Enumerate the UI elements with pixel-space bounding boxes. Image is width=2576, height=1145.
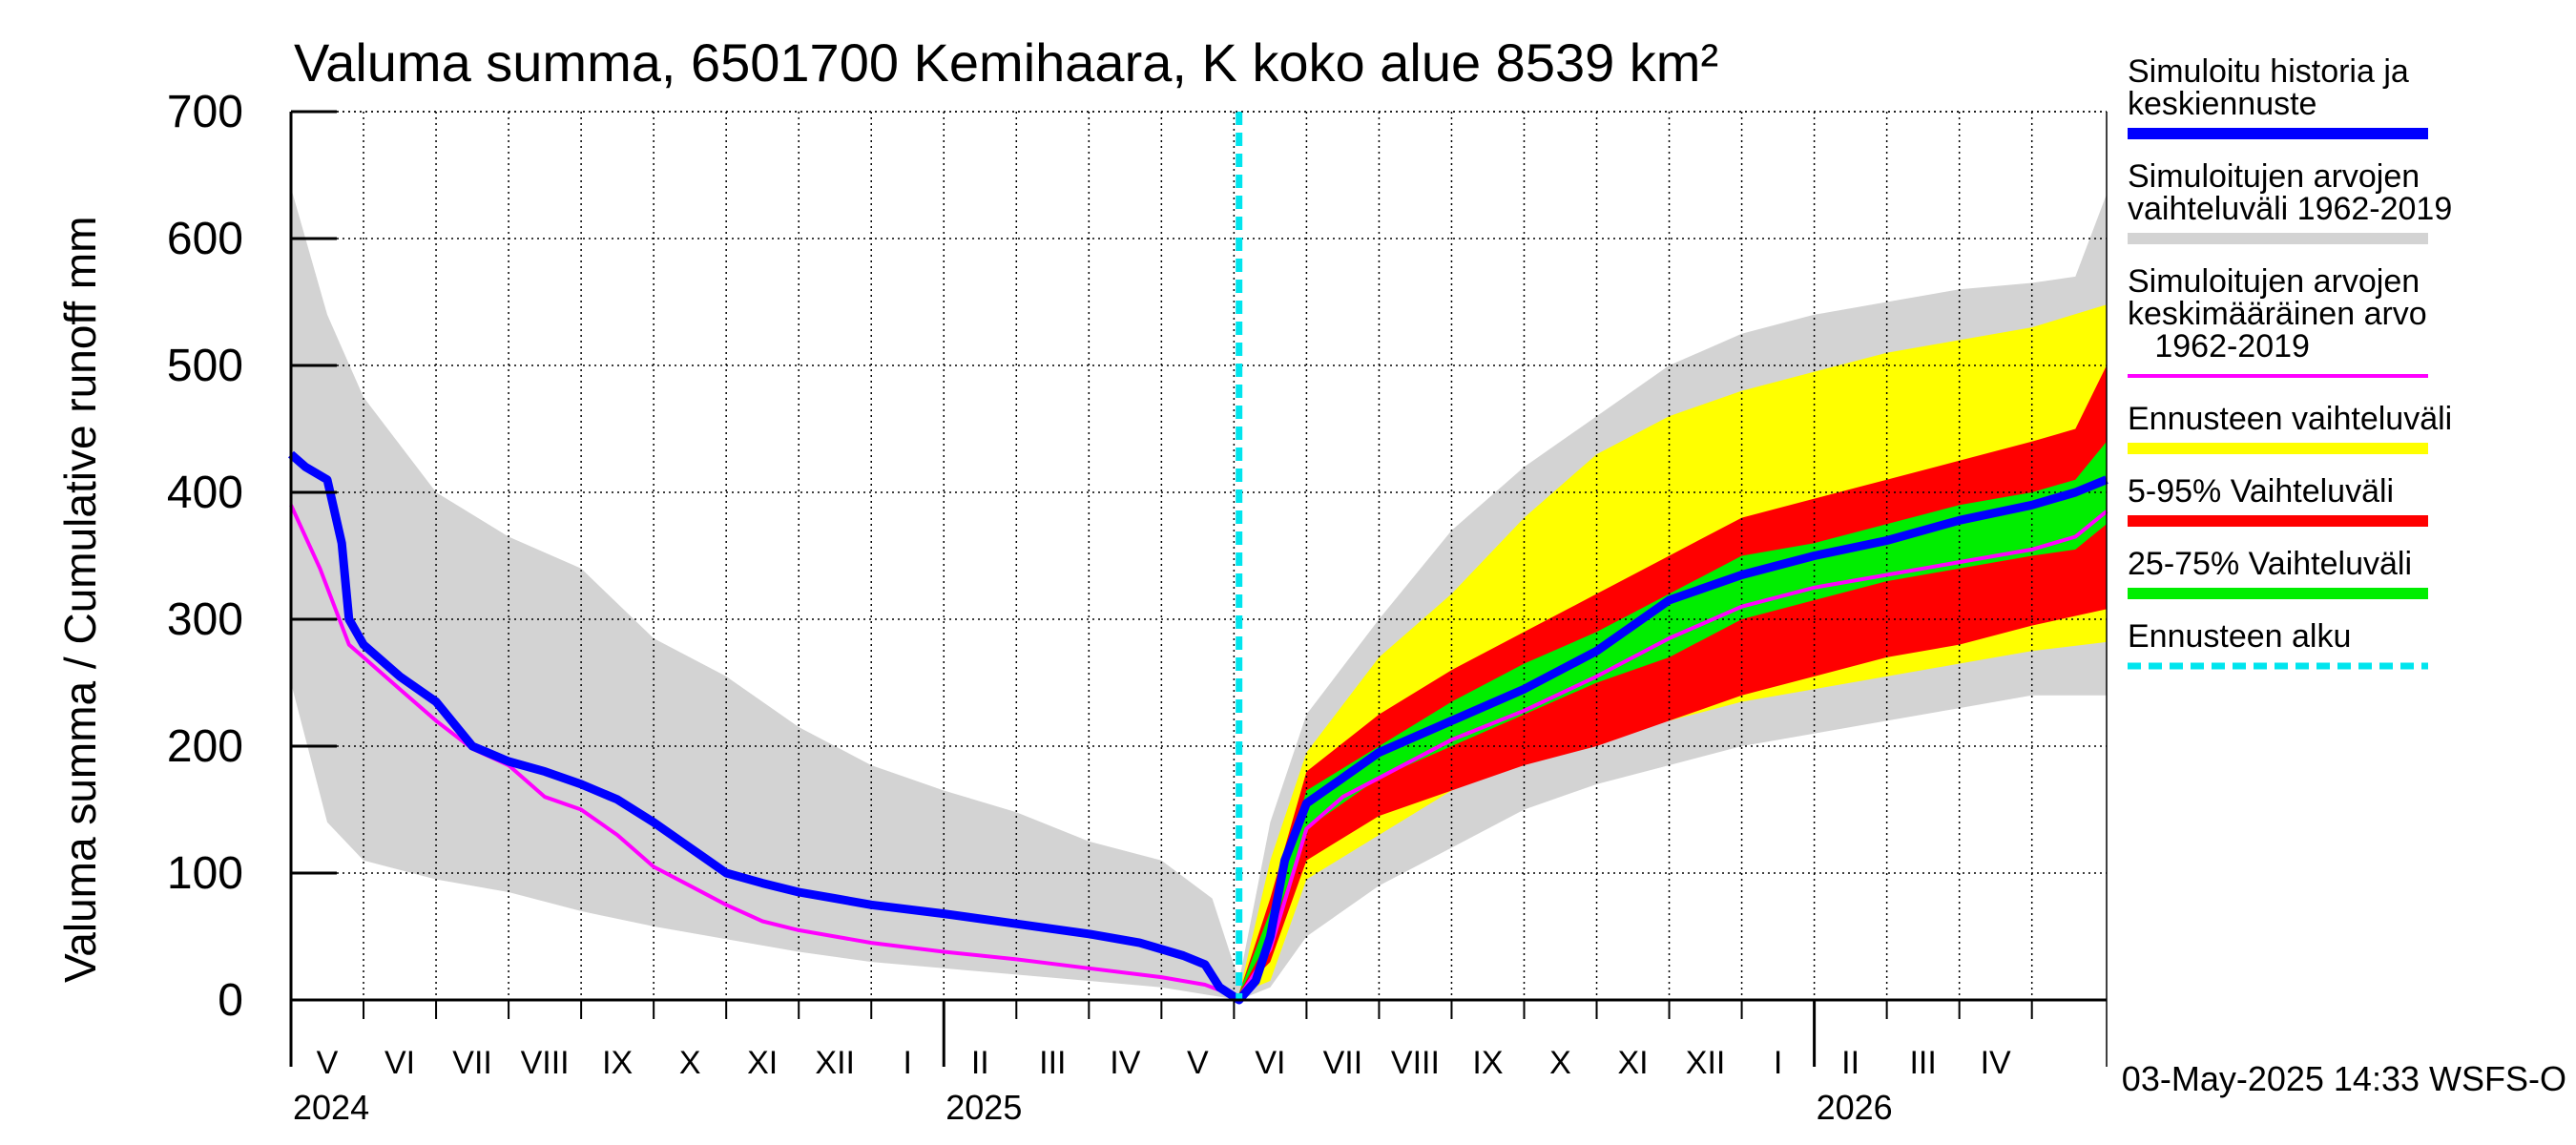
band-simuloitujen-arvojen-vaihteluv-li-1962-2019: [291, 187, 2107, 1001]
band-25-75-vaihteluv-li: [1238, 441, 2107, 994]
x-year-label: 2025: [945, 1088, 1022, 1127]
x-month-label: XII: [1686, 1045, 1726, 1081]
y-ticks: 0 100 200 300 400 500 600 700: [167, 87, 337, 1026]
legend-label: Ennusteen vaihteluväli: [2128, 401, 2452, 437]
x-month-label: XI: [1617, 1045, 1648, 1081]
y-tick-label: 600: [167, 214, 243, 264]
y-tick-label: 200: [167, 721, 243, 772]
legend: Simuloitu historia jakeskiennusteSimuloi…: [2128, 53, 2452, 670]
x-month-label: III: [1909, 1045, 1936, 1081]
legend-item: 5-95% Vaihteluväli: [2128, 473, 2428, 527]
footer-timestamp: 03-May-2025 14:33 WSFS-O: [2122, 1059, 2566, 1098]
x-month-label: XII: [815, 1045, 855, 1081]
x-month-label: VII: [1323, 1045, 1363, 1081]
x-month-label: X: [1549, 1045, 1571, 1081]
x-month-label: V: [1187, 1045, 1209, 1081]
x-month-label: XI: [747, 1045, 778, 1081]
legend-label: Simuloitujen arvojen: [2128, 158, 2420, 195]
y-tick-label: 700: [167, 87, 243, 137]
legend-label: keskiennuste: [2128, 86, 2316, 122]
x-month-label: X: [679, 1045, 701, 1081]
legend-item: 25-75% Vaihteluväli: [2128, 546, 2428, 599]
legend-label: Simuloitujen arvojen: [2128, 263, 2420, 300]
y-axis-label: Valuma summa / Cumulative runoff mm: [55, 216, 105, 983]
x-month-label: I: [904, 1045, 912, 1081]
x-ticks: V VI VII VIII IX X XI XII I II III IV V VI VII VIII IX X X…: [289, 1000, 2033, 1127]
x-month-label: I: [1774, 1045, 1782, 1081]
x-month-label: II: [971, 1045, 989, 1081]
range-bands: [291, 187, 2107, 1001]
x-month-label: VIII: [521, 1045, 570, 1081]
x-year-label: 2024: [293, 1088, 369, 1127]
legend-item: Ennusteen alku: [2128, 618, 2428, 670]
x-month-label: VI: [1255, 1045, 1285, 1081]
chart-title: Valuma summa, 6501700 Kemihaara, K koko …: [294, 32, 1718, 93]
x-month-label: IX: [1472, 1045, 1503, 1081]
legend-label: 5-95% Vaihteluväli: [2128, 473, 2394, 510]
y-tick-label: 300: [167, 594, 243, 645]
legend-label: Simuloitu historia ja: [2128, 53, 2409, 90]
axes: [289, 111, 2108, 1067]
x-month-label: II: [1841, 1045, 1859, 1081]
legend-item: Ennusteen vaihteluväli: [2128, 401, 2452, 454]
x-month-label: III: [1039, 1045, 1066, 1081]
band-5-95-vaihteluv-li: [1238, 365, 2107, 994]
x-month-label: IV: [1110, 1045, 1140, 1081]
y-tick-label: 400: [167, 468, 243, 518]
y-tick-label: 500: [167, 341, 243, 391]
x-month-label: VI: [384, 1045, 415, 1081]
x-month-label: IV: [1981, 1045, 2011, 1081]
legend-label: keskimääräinen arvo: [2128, 296, 2427, 332]
legend-label: Ennusteen alku: [2128, 618, 2351, 655]
legend-label: 1962-2019: [2128, 328, 2310, 364]
legend-label: 25-75% Vaihteluväli: [2128, 546, 2412, 582]
x-month-label: VIII: [1391, 1045, 1440, 1081]
line-simuloitu-historia-ja-keskiennuste: [288, 450, 2109, 1005]
x-month-label: VII: [452, 1045, 492, 1081]
y-tick-label: 100: [167, 848, 243, 899]
x-year-label: 2026: [1817, 1088, 1893, 1127]
x-month-label: V: [317, 1045, 339, 1081]
legend-label: vaihteluväli 1962-2019: [2128, 191, 2452, 227]
series-lines: [288, 112, 2109, 1005]
x-month-label: IX: [602, 1045, 633, 1081]
y-tick-label: 0: [218, 975, 243, 1026]
